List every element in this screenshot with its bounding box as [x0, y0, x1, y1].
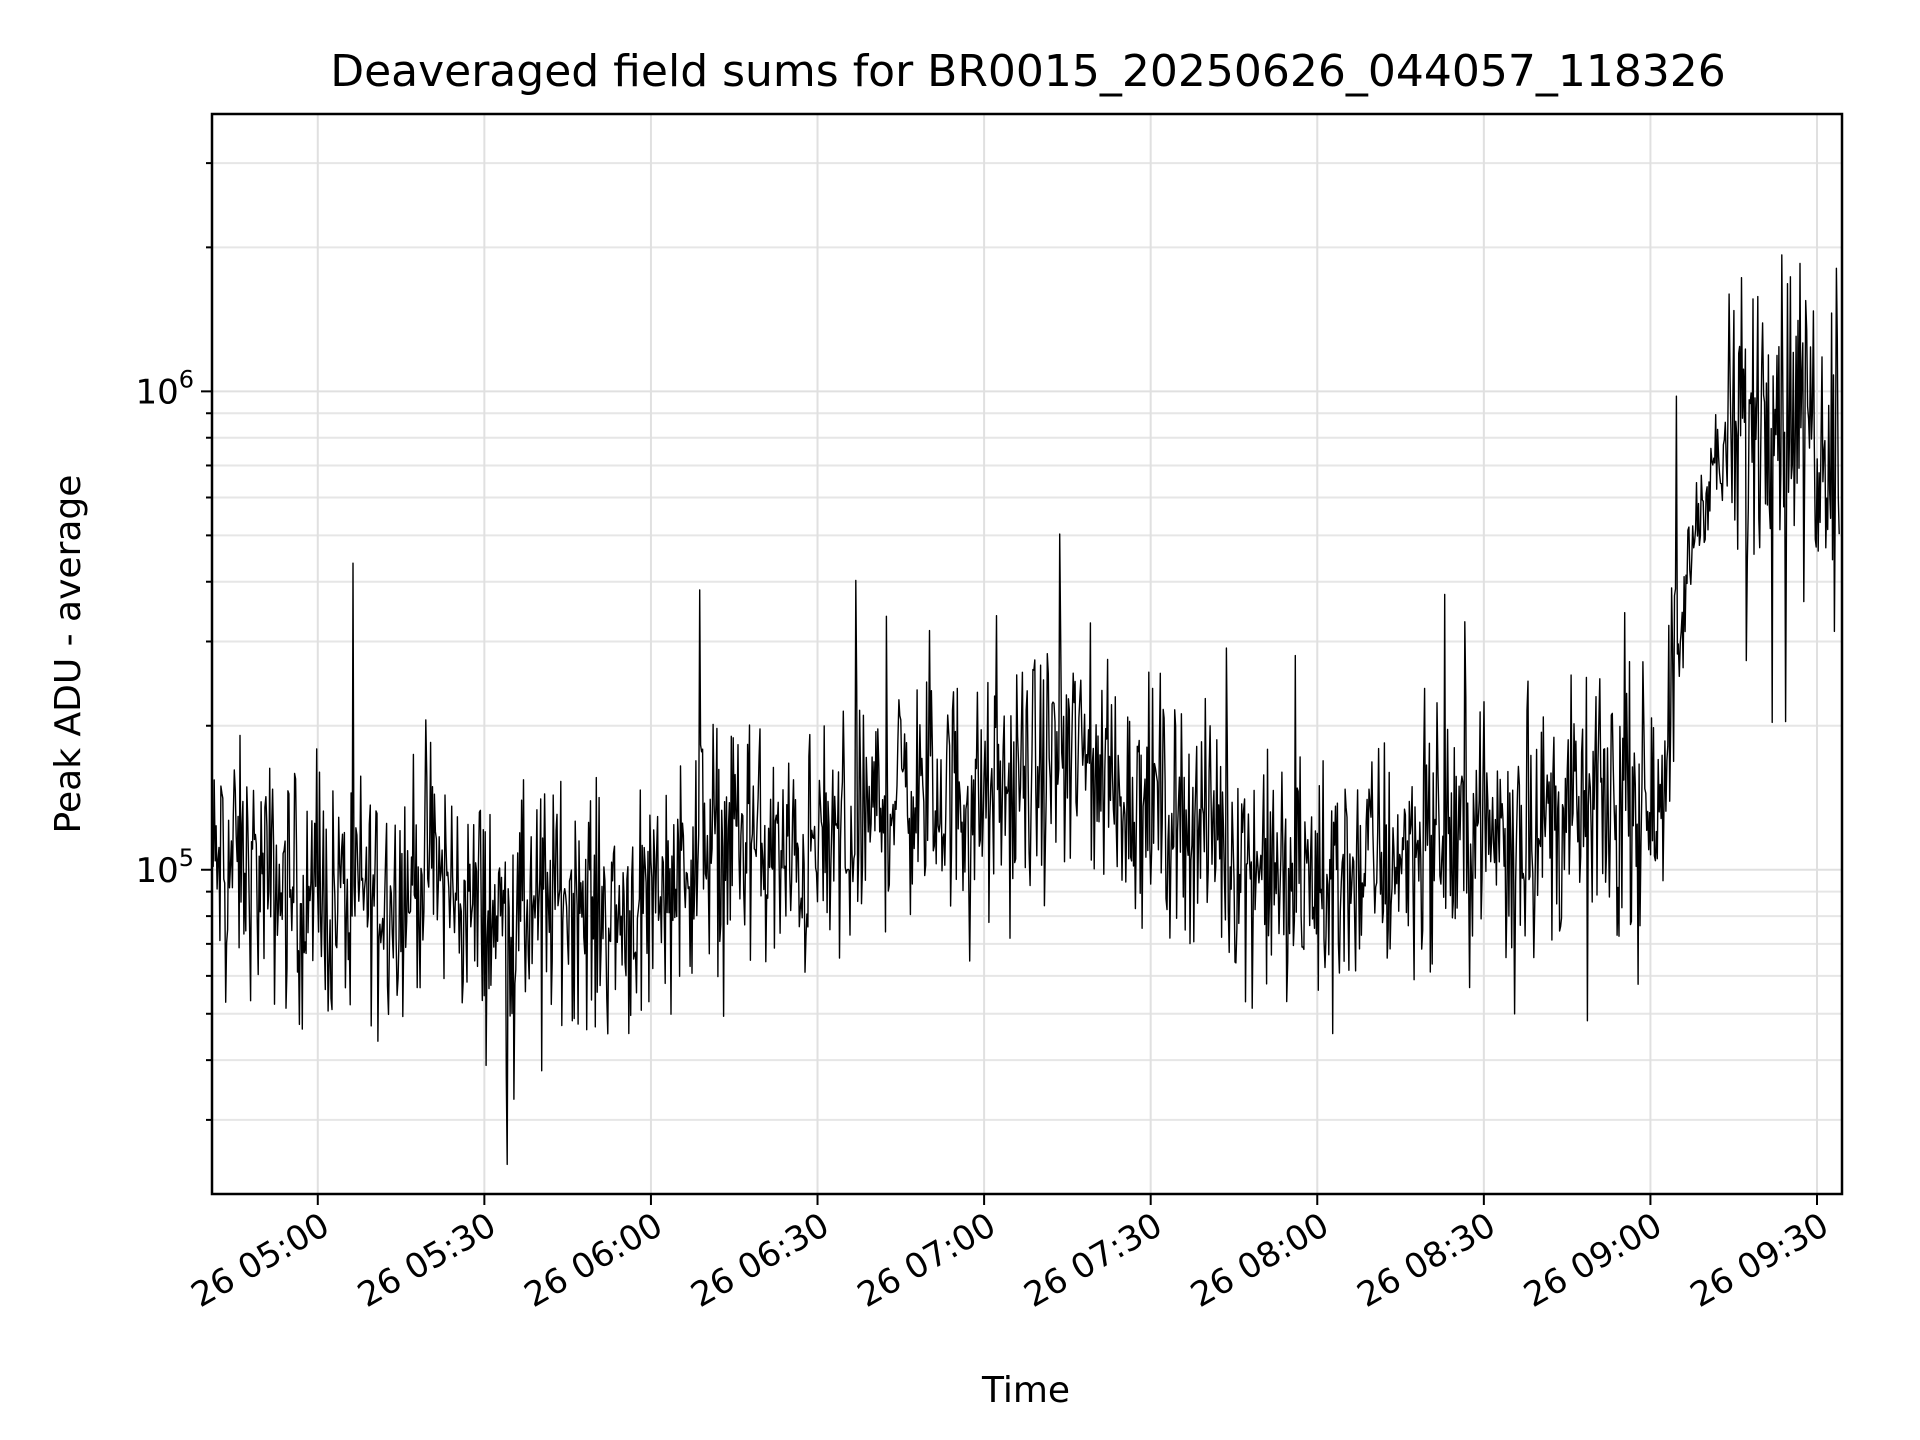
- plot-frame: [210, 112, 1844, 1196]
- x-axis-label: Time: [981, 1370, 1070, 1411]
- chart-title: Deaveraged field sums for BR0015_2025062…: [330, 46, 1726, 97]
- series-line: [211, 254, 1840, 1166]
- y-axis-ticks: 105 106: [135, 162, 212, 1121]
- y-tick-label: 105: [135, 844, 194, 891]
- x-tick-label: 26 08:30: [1351, 1205, 1503, 1316]
- x-tick-label: 26 05:30: [351, 1205, 503, 1316]
- x-tick-label: 26 05:00: [185, 1205, 337, 1316]
- x-tick-label: 26 07:00: [851, 1205, 1003, 1316]
- x-tick-label: 26 07:30: [1017, 1205, 1169, 1316]
- grid: [212, 114, 1842, 1194]
- x-tick-label: 26 06:00: [518, 1205, 670, 1316]
- x-axis-ticks: 26 05:00 26 05:30 26 06:00 26 06:30 26 07:00…: [185, 1194, 1836, 1316]
- x-tick-label: 26 06:30: [684, 1205, 836, 1316]
- y-axis-label: Peak ADU - average: [48, 475, 89, 834]
- x-tick-label: 26 09:30: [1684, 1205, 1836, 1316]
- x-tick-label: 26 09:00: [1517, 1205, 1669, 1316]
- x-tick-label: 26 08:00: [1184, 1205, 1336, 1316]
- series-layer: [211, 254, 1840, 1166]
- y-tick-label: 106: [135, 365, 194, 412]
